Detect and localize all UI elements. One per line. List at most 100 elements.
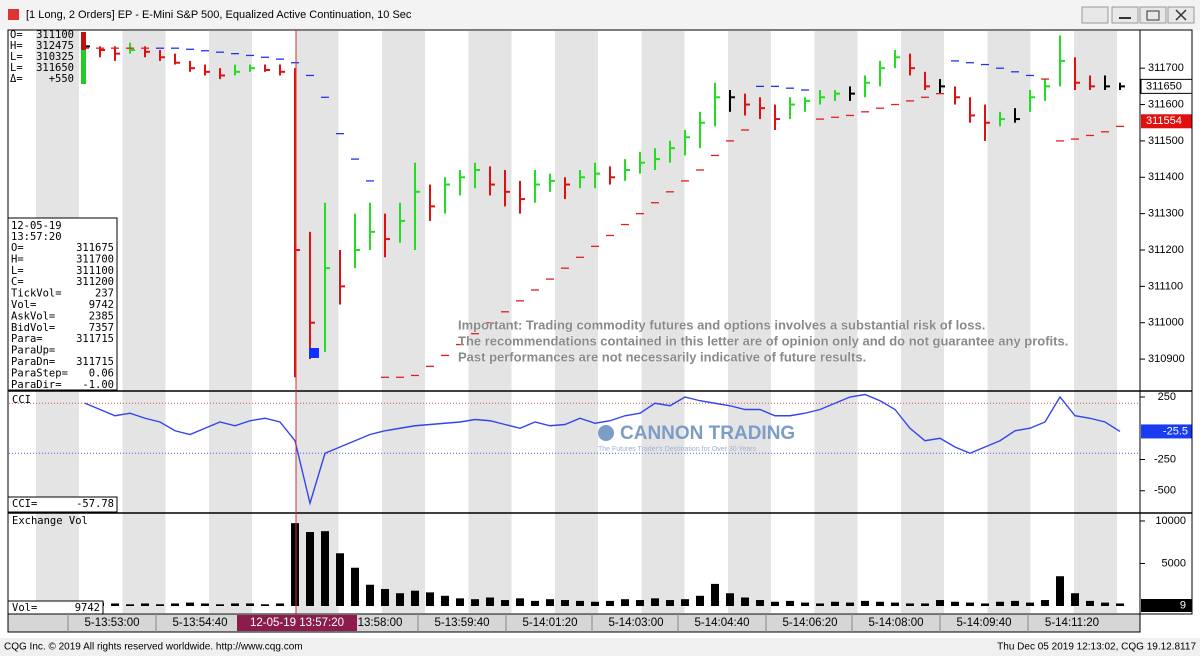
status-left: CQG Inc. © 2019 All rights reserved worl…	[4, 642, 303, 653]
volume-bar	[306, 532, 314, 606]
disclaimer-line: The recommendations contained in this le…	[458, 333, 1068, 348]
volume-bar	[471, 599, 479, 606]
shade-band	[641, 31, 685, 613]
cci-label: CCI	[12, 394, 31, 406]
cci-last: -25.5	[1163, 425, 1188, 437]
volume-bar	[1011, 600, 1019, 606]
volume-bar	[756, 600, 764, 606]
maximize-glyph	[1146, 10, 1160, 21]
watermark-tagline: The Futures Trader's Destination for Ove…	[598, 446, 757, 453]
vol-tick-label: 10000	[1155, 515, 1186, 527]
dw-label: ParaDn=	[11, 356, 55, 368]
watermark-name: CANNON TRADING	[620, 423, 795, 444]
volume-bar	[1116, 603, 1124, 606]
volume-label: Exchange Vol	[12, 515, 88, 527]
dw-label: O=	[11, 242, 24, 254]
shade-band	[1074, 31, 1117, 613]
price-tick-label: 311300	[1148, 208, 1184, 220]
pin-button[interactable]	[1081, 6, 1109, 24]
quote-value: +550	[49, 73, 74, 85]
dw-value: 311700	[76, 253, 114, 265]
volume-bar	[741, 597, 749, 606]
vol-readout-label: Vol=	[12, 602, 37, 614]
volume-bar	[561, 600, 569, 606]
time-label: 5-14:03:00	[609, 617, 664, 629]
vol-readout: 9742	[75, 602, 100, 614]
volume-bar	[486, 597, 494, 606]
dw-value: 237	[95, 288, 114, 300]
time-label: 5-14:11:20	[1045, 617, 1099, 629]
volume-bar	[456, 598, 464, 606]
minimize-button[interactable]	[1111, 6, 1139, 24]
dw-label: H=	[11, 253, 24, 265]
volume-bar	[246, 603, 254, 606]
time-label: 5-13:53:00	[85, 617, 140, 629]
price-tick-label: 311100	[1148, 280, 1183, 292]
price-tick-label: 311400	[1148, 171, 1184, 183]
status-right: Thu Dec 05 2019 12:13:02, CQG 19.12.8117	[997, 642, 1196, 653]
quote-label: L=	[10, 51, 23, 63]
dw-label: C=	[11, 276, 24, 288]
quote-value: 311100	[36, 29, 74, 41]
volume-bar	[336, 553, 344, 606]
price-tick-label: 311600	[1148, 98, 1184, 110]
shade-band	[382, 31, 425, 613]
vol-tick-label: 5000	[1162, 557, 1186, 569]
dw-value: 7357	[89, 322, 114, 334]
header-quote: O= 311100 H= 312475 L= 310325 L= 311650 Δ= +550	[10, 29, 74, 85]
volume-bar	[276, 603, 284, 606]
volume-bar	[921, 603, 929, 606]
range-bar	[81, 32, 86, 50]
quote-label: L=	[10, 62, 23, 74]
volume-bar	[936, 600, 944, 606]
volume-bar	[981, 603, 989, 606]
volume-bar	[591, 601, 599, 606]
volume-bar	[231, 603, 239, 606]
plot-area: 3117003116003115003114003113003112003111…	[9, 35, 1193, 612]
maximize-button[interactable]	[1139, 6, 1167, 24]
shade-band	[295, 31, 339, 613]
cci-last-box	[1141, 424, 1192, 439]
app-icon	[8, 9, 19, 20]
order-marker[interactable]	[309, 348, 319, 358]
dw-label: ParaStep=	[11, 367, 68, 379]
volume-bar	[321, 531, 329, 606]
window-title: [1 Long, 2 Orders] EP - E-Mini S&P 500, …	[26, 9, 412, 21]
dw-label: Vol=	[11, 299, 36, 311]
volume-bar	[411, 590, 419, 606]
volume-bar	[111, 603, 119, 606]
time-label: 5-14:08:00	[869, 617, 924, 629]
volume-bar	[726, 593, 734, 606]
sar-price: 311554	[1146, 115, 1182, 127]
volume-bar	[621, 599, 629, 606]
volume-bar	[846, 602, 854, 606]
price-tick-label: 311200	[1148, 244, 1184, 256]
volume-bar	[1086, 600, 1094, 606]
vol-last-box	[1141, 599, 1192, 612]
volume-bar	[801, 602, 809, 606]
cursor-time-box	[237, 615, 357, 631]
dw-time: 13:57:20	[11, 231, 62, 243]
shade-band	[468, 31, 512, 613]
time-label: 5-14:06:20	[783, 617, 838, 629]
data-window	[7, 217, 118, 391]
price-tick-label: 311000	[1148, 317, 1184, 329]
dw-label: ParaDir=	[11, 379, 62, 391]
dw-label: TickVol=	[11, 288, 62, 300]
sar-price-box	[1141, 114, 1192, 129]
volume-bar	[951, 601, 959, 606]
volume-bar	[696, 595, 704, 606]
volume-bar	[786, 600, 794, 606]
volume-bar	[1101, 602, 1109, 606]
dw-label: AskVol=	[11, 310, 55, 322]
price-tick-label: 311700	[1148, 62, 1184, 74]
cursor-time: 12-05-19 13:57:20	[250, 617, 344, 629]
volume-bar	[261, 604, 269, 606]
volume-bar	[546, 599, 554, 606]
quote-value: 311650	[36, 62, 74, 74]
vol-last: 9	[1180, 599, 1186, 611]
time-label: 5-13:54:40	[173, 617, 228, 629]
shade-band	[122, 31, 166, 613]
volume-bar	[666, 600, 674, 606]
disclaimer-line: Past performances are not necessarily in…	[458, 349, 866, 364]
